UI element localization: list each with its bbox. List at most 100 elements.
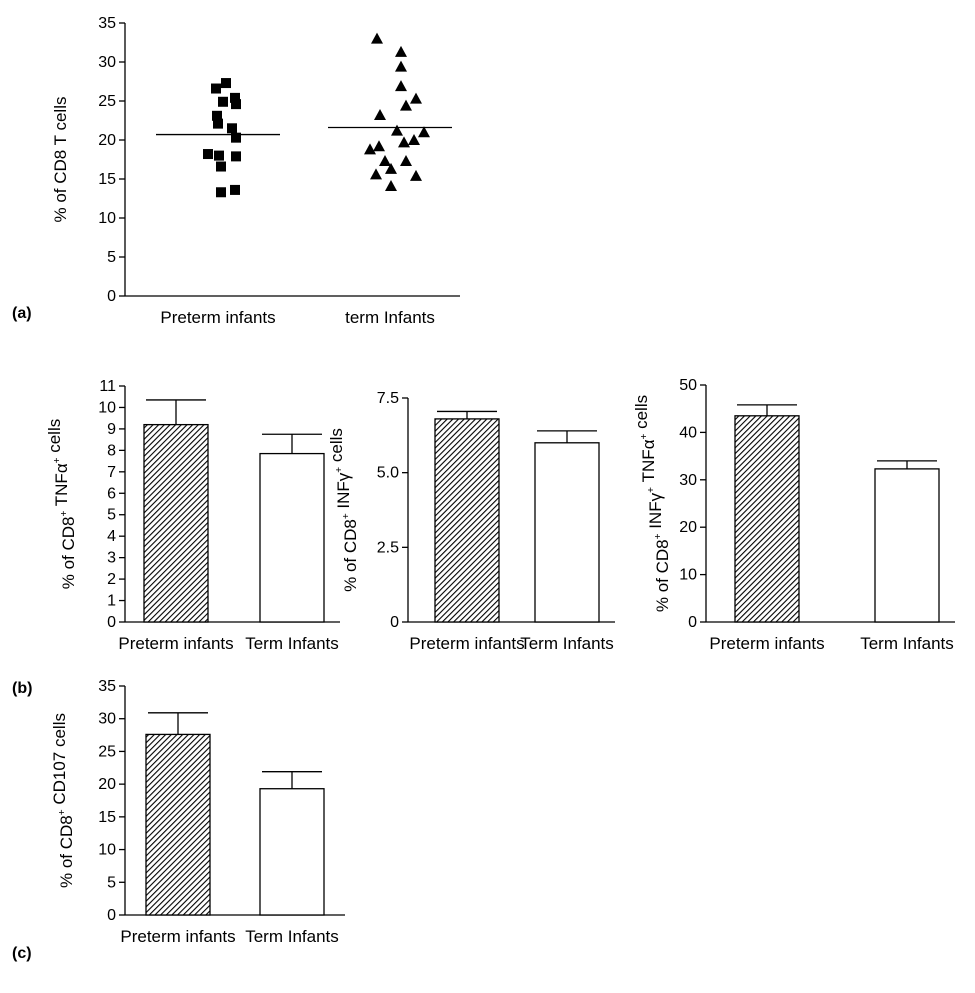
- data-point-square: [214, 150, 224, 161]
- bar-term: [259, 452, 325, 623]
- y-tick-label: 40: [679, 424, 697, 441]
- y-tick-label: 30: [679, 472, 697, 489]
- y-tick-label: 3: [107, 550, 116, 567]
- data-point-square: [227, 123, 237, 134]
- y-tick-label: 30: [98, 54, 116, 71]
- panel-label-a: (a): [12, 305, 32, 322]
- bar-chart-tnf: 0 1 2 3 4 5 6 7 8 9 10 11 Preterm infants Term Infant…: [45, 378, 340, 653]
- data-point-triangle: [410, 92, 422, 104]
- y-tick-label: 25: [98, 93, 116, 110]
- data-point-triangle: [370, 168, 382, 180]
- bar-preterm: [143, 423, 209, 623]
- data-point-triangle: [373, 140, 385, 152]
- x-category-label: Term Infants: [245, 634, 339, 653]
- y-tick-label: 30: [98, 711, 116, 728]
- y-tick-label: 6: [107, 485, 116, 502]
- y-tick-label: 5: [107, 507, 116, 524]
- panel-label-b: (b): [12, 680, 32, 697]
- data-point-triangle: [371, 32, 383, 44]
- y-tick-label: 10: [98, 842, 116, 859]
- y-tick-label: 35: [98, 15, 116, 32]
- y-tick-label: 20: [98, 776, 116, 793]
- data-point-triangle: [374, 109, 386, 121]
- data-point-square: [230, 92, 240, 103]
- x-category-label: Preterm infants: [409, 634, 524, 653]
- y-axis-label: % of CD8+ CD107 cells: [50, 713, 76, 888]
- data-point-triangle: [364, 143, 376, 155]
- y-tick-label: 11: [99, 378, 116, 395]
- data-point-triangle: [395, 80, 407, 92]
- y-tick-label: 20: [679, 519, 697, 536]
- y-tick-label: 1: [107, 593, 116, 610]
- x-category-label: Preterm infants: [120, 927, 235, 946]
- y-tick-label: 10: [98, 210, 116, 227]
- y-axis-label: % of CD8 T cells: [51, 97, 70, 223]
- bar-term: [534, 442, 600, 623]
- data-point-triangle: [410, 169, 422, 181]
- y-tick-label: 5.0: [377, 465, 399, 482]
- y-tick-label: 20: [98, 132, 116, 149]
- data-point-square: [212, 110, 222, 121]
- bar-chart-infg-tnf: 0 10 20 30 40 50 Preterm infants Term Infants % …: [632, 377, 955, 653]
- data-point-triangle: [379, 155, 391, 167]
- bar-preterm: [734, 415, 800, 623]
- data-point-triangle: [395, 45, 407, 57]
- y-tick-label: 2.5: [377, 539, 399, 556]
- data-point-square: [230, 184, 240, 195]
- data-point-triangle: [400, 99, 412, 111]
- bar-chart-cd107: 0 5 10 15 20 25 30 35 Preterm infants Term Infant…: [50, 678, 345, 946]
- y-tick-label: 10: [98, 399, 116, 416]
- bar-term: [259, 788, 325, 916]
- data-point-square: [231, 151, 241, 162]
- x-category-label: Preterm infants: [160, 308, 275, 327]
- y-tick-label: 0: [107, 288, 116, 305]
- panel-label-c: (c): [12, 945, 32, 962]
- data-point-triangle: [398, 136, 410, 148]
- data-point-square: [218, 96, 228, 107]
- x-category-label: term Infants: [345, 308, 435, 327]
- y-tick-label: 5: [107, 249, 116, 266]
- y-tick-label: 0: [107, 907, 116, 924]
- y-tick-label: 7.5: [377, 390, 399, 407]
- x-category-label: Term Infants: [860, 634, 954, 653]
- y-axis-label: % of CD8+ INFγ+ cells: [327, 428, 360, 592]
- data-point-square: [231, 132, 241, 143]
- y-tick-label: 50: [679, 377, 697, 394]
- y-tick-label: 5: [107, 874, 116, 891]
- bar-preterm: [145, 733, 211, 916]
- y-tick-label: 15: [98, 809, 116, 826]
- y-axis-label: % of CD8+ INFγ+ TNFα+ cells: [632, 395, 672, 612]
- y-tick-label: 15: [98, 171, 116, 188]
- x-category-label: Preterm infants: [118, 634, 233, 653]
- y-tick-label: 35: [98, 678, 116, 695]
- y-tick-label: 25: [98, 743, 116, 760]
- y-tick-label: 10: [679, 567, 697, 584]
- data-point-square: [211, 83, 221, 94]
- y-tick-label: 8: [107, 442, 116, 459]
- y-tick-label: 0: [688, 614, 697, 631]
- y-tick-label: 0: [390, 614, 399, 631]
- x-category-label: Term Infants: [245, 927, 339, 946]
- bar-preterm: [434, 418, 500, 623]
- data-point-triangle: [395, 60, 407, 72]
- x-category-label: Preterm infants: [709, 634, 824, 653]
- y-tick-label: 7: [107, 464, 116, 481]
- x-category-label: Term Infants: [520, 634, 614, 653]
- y-axis-label: % of CD8+ TNFα+ cells: [45, 419, 78, 589]
- data-point-square: [216, 161, 226, 172]
- data-point-triangle: [400, 155, 412, 167]
- y-tick-label: 0: [107, 614, 116, 631]
- y-tick-label: 9: [107, 421, 116, 438]
- scatter-chart-cd8-t-cells: 0 5 10 15 20 25 30 35 Preterm infants term Infant…: [51, 15, 460, 327]
- data-point-triangle: [408, 134, 420, 145]
- data-point-square: [221, 78, 231, 89]
- data-point-triangle: [418, 126, 430, 138]
- data-point-triangle: [391, 124, 403, 136]
- y-tick-label: 4: [107, 528, 116, 545]
- data-point-square: [231, 99, 241, 110]
- bar-term: [874, 468, 940, 623]
- data-point-square: [213, 118, 223, 129]
- data-point-triangle: [385, 180, 397, 192]
